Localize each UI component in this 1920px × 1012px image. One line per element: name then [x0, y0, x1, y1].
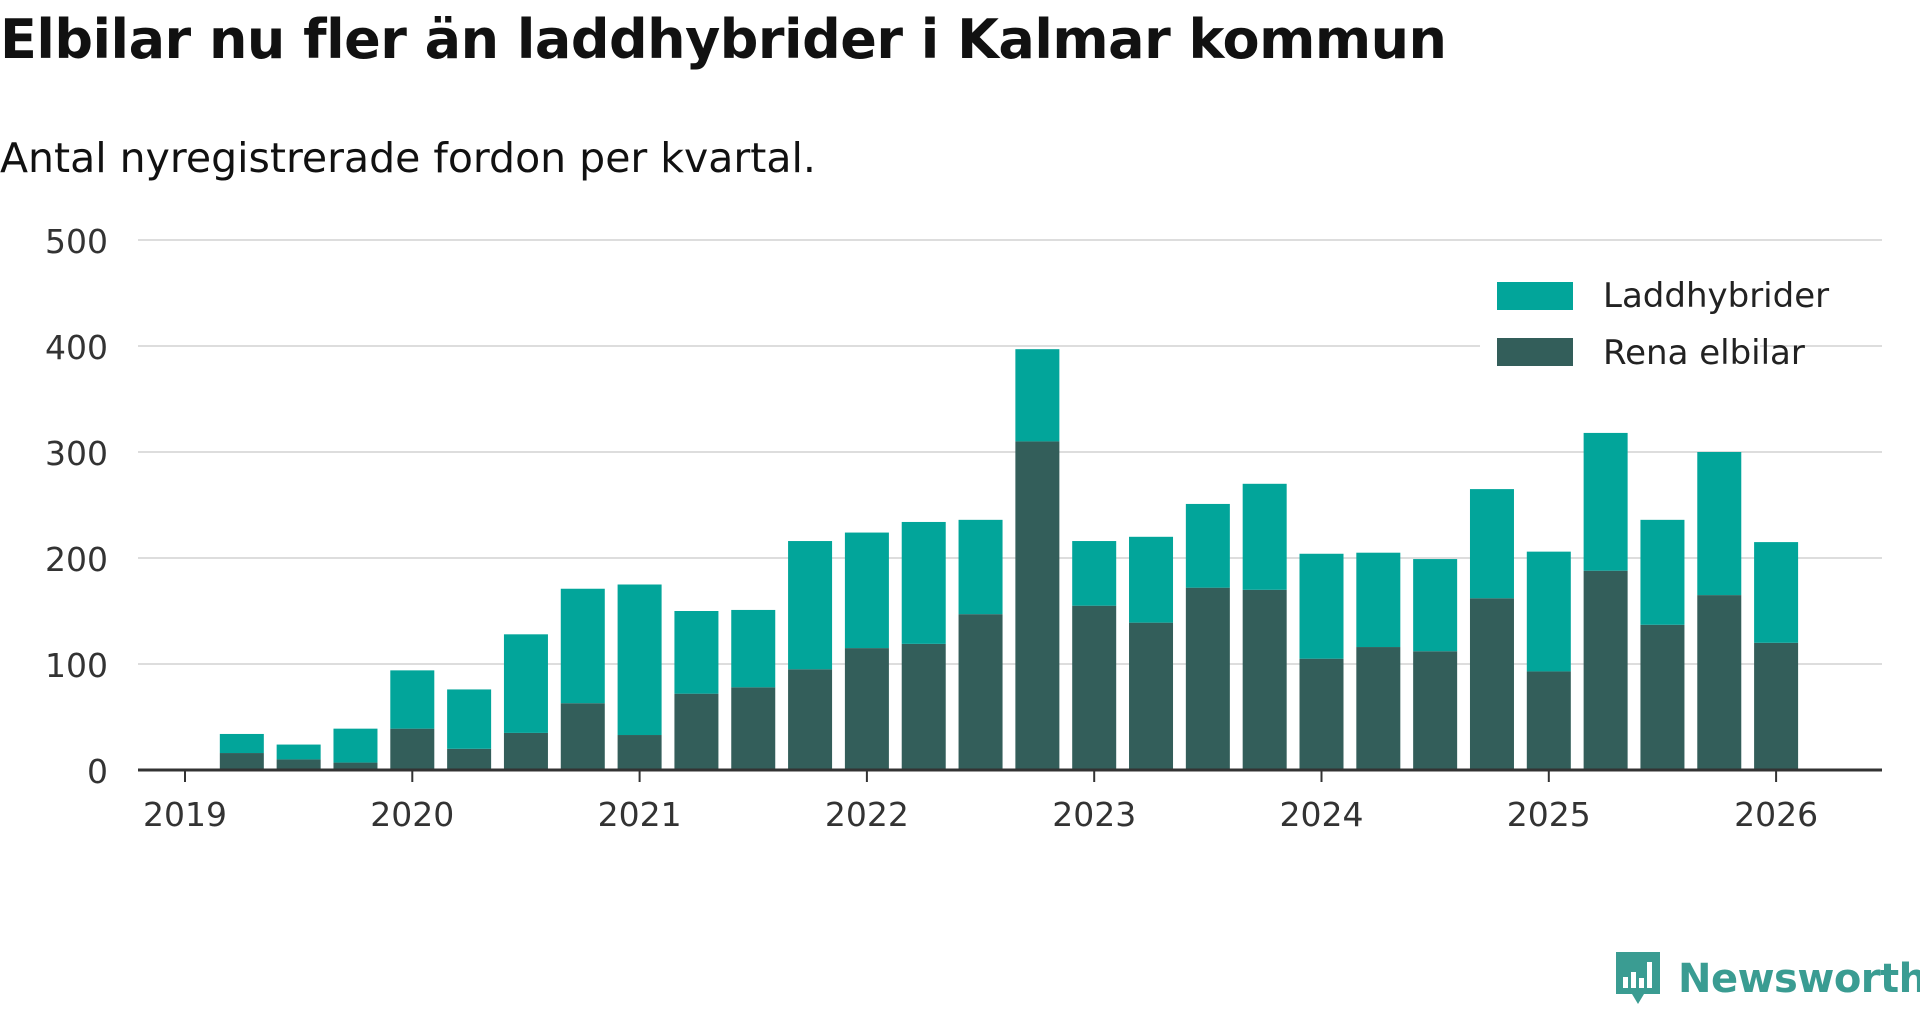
bar-laddhybrider: [1697, 452, 1742, 596]
bar-laddhybrider: [1299, 553, 1344, 659]
y-tick-label: 200: [45, 540, 108, 579]
chart-subtitle: Antal nyregistrerade fordon per kvartal.: [0, 134, 816, 182]
bar-laddhybrider: [560, 588, 605, 704]
bar-laddhybrider: [333, 728, 378, 763]
bar-laddhybrider: [844, 532, 889, 649]
bar-rena-elbilar: [958, 614, 1003, 770]
bar-rena-elbilar: [901, 643, 946, 770]
bar-laddhybrider: [1583, 432, 1628, 571]
bar-laddhybrider: [1640, 519, 1685, 625]
y-tick-label: 400: [45, 328, 108, 367]
bar-laddhybrider: [1754, 542, 1799, 643]
bar-rena-elbilar: [617, 735, 662, 770]
bar-rena-elbilar: [1299, 658, 1344, 770]
x-tick-label: 2022: [825, 795, 909, 834]
legend: Laddhybrider Rena elbilar: [1480, 262, 1829, 374]
bar-laddhybrider: [731, 609, 776, 688]
bar-rena-elbilar: [276, 759, 321, 770]
y-tick-label: 0: [87, 752, 108, 791]
bar-rena-elbilar: [1356, 647, 1401, 770]
bar-rena-elbilar: [1129, 622, 1174, 770]
legend-swatch-laddhybrider: [1497, 282, 1573, 310]
bar-laddhybrider: [1129, 536, 1174, 623]
x-tick-label: 2023: [1052, 795, 1136, 834]
x-tick-label: 2019: [143, 795, 227, 834]
bar-laddhybrider: [1185, 503, 1230, 588]
legend-label-laddhybrider: Laddhybrider: [1603, 276, 1829, 316]
bar-laddhybrider: [1242, 483, 1287, 590]
bar-laddhybrider: [674, 611, 719, 694]
bar-laddhybrider: [390, 670, 435, 729]
newsworthy-logo-icon: [1616, 952, 1660, 1004]
bar-rena-elbilar: [560, 703, 605, 770]
x-tick-label: 2020: [370, 795, 454, 834]
bar-laddhybrider: [447, 689, 492, 749]
bar-rena-elbilar: [1697, 595, 1742, 770]
bar-laddhybrider: [958, 519, 1003, 615]
bar-rena-elbilar: [1072, 605, 1117, 770]
bar-laddhybrider: [1356, 552, 1401, 648]
bar-rena-elbilar: [1015, 441, 1060, 770]
bar-rena-elbilar: [219, 753, 264, 770]
bar-laddhybrider: [503, 634, 548, 733]
x-tick-label: 2025: [1507, 795, 1591, 834]
bar-rena-elbilar: [1413, 651, 1458, 770]
brand-name: Newsworthy: [1678, 956, 1920, 1002]
x-tick-label: 2021: [598, 795, 682, 834]
legend-label-rena-elbilar: Rena elbilar: [1603, 333, 1805, 373]
bar-laddhybrider: [276, 744, 321, 760]
bar-rena-elbilar: [674, 693, 719, 770]
bar-laddhybrider: [1413, 559, 1458, 652]
legend-swatch-rena-elbilar: [1497, 338, 1573, 366]
bar-laddhybrider: [1015, 349, 1060, 442]
bar-rena-elbilar: [788, 669, 833, 770]
y-tick-label: 500: [45, 222, 108, 261]
bar-laddhybrider: [788, 541, 833, 670]
bar-laddhybrider: [1469, 489, 1514, 599]
bar-laddhybrider: [1072, 541, 1117, 606]
y-tick-label: 300: [45, 434, 108, 473]
x-tick-label: 2024: [1280, 795, 1364, 834]
bar-rena-elbilar: [1526, 671, 1571, 770]
bar-laddhybrider: [1526, 551, 1571, 672]
chart-title: Elbilar nu fler än laddhybrider i Kalmar…: [0, 8, 1447, 71]
y-axis-ticks: 0 100 200 300 400 500: [45, 222, 108, 791]
bar-rena-elbilar: [844, 648, 889, 770]
y-tick-label: 100: [45, 646, 108, 685]
bar-rena-elbilar: [503, 732, 548, 770]
bar-rena-elbilar: [1754, 642, 1799, 770]
bar-laddhybrider: [617, 584, 662, 736]
bar-rena-elbilar: [1185, 587, 1230, 770]
bar-rena-elbilar: [333, 762, 378, 770]
bar-rena-elbilar: [1583, 570, 1628, 770]
x-tick-label: 2026: [1734, 795, 1818, 834]
bars: [219, 349, 1799, 770]
bar-rena-elbilar: [1640, 624, 1685, 770]
bar-rena-elbilar: [1242, 589, 1287, 770]
bar-rena-elbilar: [447, 748, 492, 770]
brand: Newsworthy: [1612, 946, 1920, 1012]
bar-rena-elbilar: [1469, 598, 1514, 770]
bar-rena-elbilar: [731, 687, 776, 770]
x-axis-ticks: 2019 2020 2021 2022 2023 2024 2025 2026: [143, 770, 1818, 834]
bar-laddhybrider: [219, 733, 264, 754]
bar-laddhybrider: [901, 521, 946, 644]
bar-rena-elbilar: [390, 728, 435, 770]
